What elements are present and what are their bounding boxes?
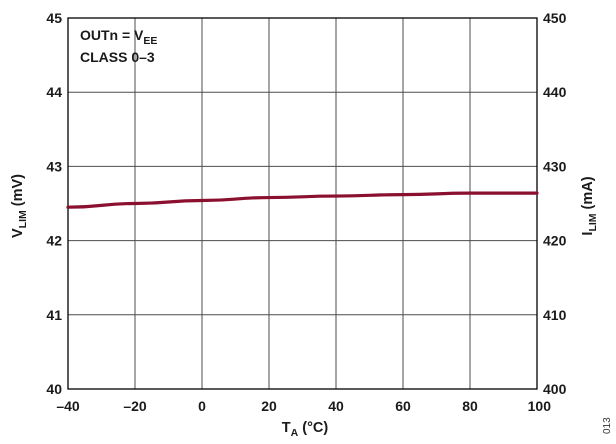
y-axis-title: VLIM (mV) <box>10 174 29 238</box>
y-tick-label: 40 <box>46 381 62 397</box>
figure-code: 013 <box>602 417 613 434</box>
x-tick-label: –20 <box>123 398 147 414</box>
x-tick-label: 80 <box>462 398 478 414</box>
y2-tick-label: 400 <box>543 381 567 397</box>
x-tick-label: –40 <box>56 398 80 414</box>
series-line <box>66 191 539 209</box>
y-axis-title-main: V <box>10 228 26 238</box>
y-axis-title-sub: LIM <box>17 210 29 228</box>
y2-tick-label: 410 <box>543 307 567 323</box>
x-tick-label: 100 <box>528 398 552 414</box>
y-tick-label: 45 <box>46 10 62 26</box>
y2-axis-title-tail: (mA) <box>580 176 596 213</box>
y2-tick-label: 430 <box>543 158 567 174</box>
x-axis-title-tail: (°C) <box>298 420 328 436</box>
x-tick-label: 0 <box>198 398 206 414</box>
x-tick-label: 20 <box>261 398 277 414</box>
annotation-line-2: CLASS 0–3 <box>80 49 155 65</box>
y2-tick-label: 440 <box>543 84 567 100</box>
x-tick-labels: –40 –20 0 20 40 60 80 100 <box>56 398 551 414</box>
x-tick-label: 60 <box>395 398 411 414</box>
x-tick-label: 40 <box>328 398 344 414</box>
x-axis-title-main: T <box>282 420 291 436</box>
y2-tick-label: 420 <box>543 233 567 249</box>
x-axis-title-sub: A <box>291 427 299 439</box>
annotation-line-1: OUTn = VEE <box>80 27 157 47</box>
annotation-line-1-main: OUTn = V <box>80 27 144 43</box>
y-tick-label: 44 <box>46 84 62 100</box>
y2-axis-title-sub: LIM <box>587 213 599 231</box>
plot-frame <box>67 17 538 390</box>
y-tick-label: 42 <box>46 233 62 249</box>
grid <box>68 18 537 389</box>
y-axis-title-tail: (mV) <box>10 174 26 210</box>
y-tick-label: 43 <box>46 158 62 174</box>
x-axis-title: TA (°C) <box>282 420 329 439</box>
y2-tick-labels: 400 410 420 430 440 450 <box>543 10 567 397</box>
y2-tick-label: 450 <box>543 10 567 26</box>
y-tick-labels: 40 41 42 43 44 45 <box>46 10 62 397</box>
series-layer <box>66 191 539 209</box>
y2-axis-title: ILIM (mA) <box>580 176 599 235</box>
y-tick-label: 41 <box>46 307 62 323</box>
y2-axis-title-main: I <box>580 232 596 236</box>
annotation-line-1-sub: EE <box>143 35 157 47</box>
